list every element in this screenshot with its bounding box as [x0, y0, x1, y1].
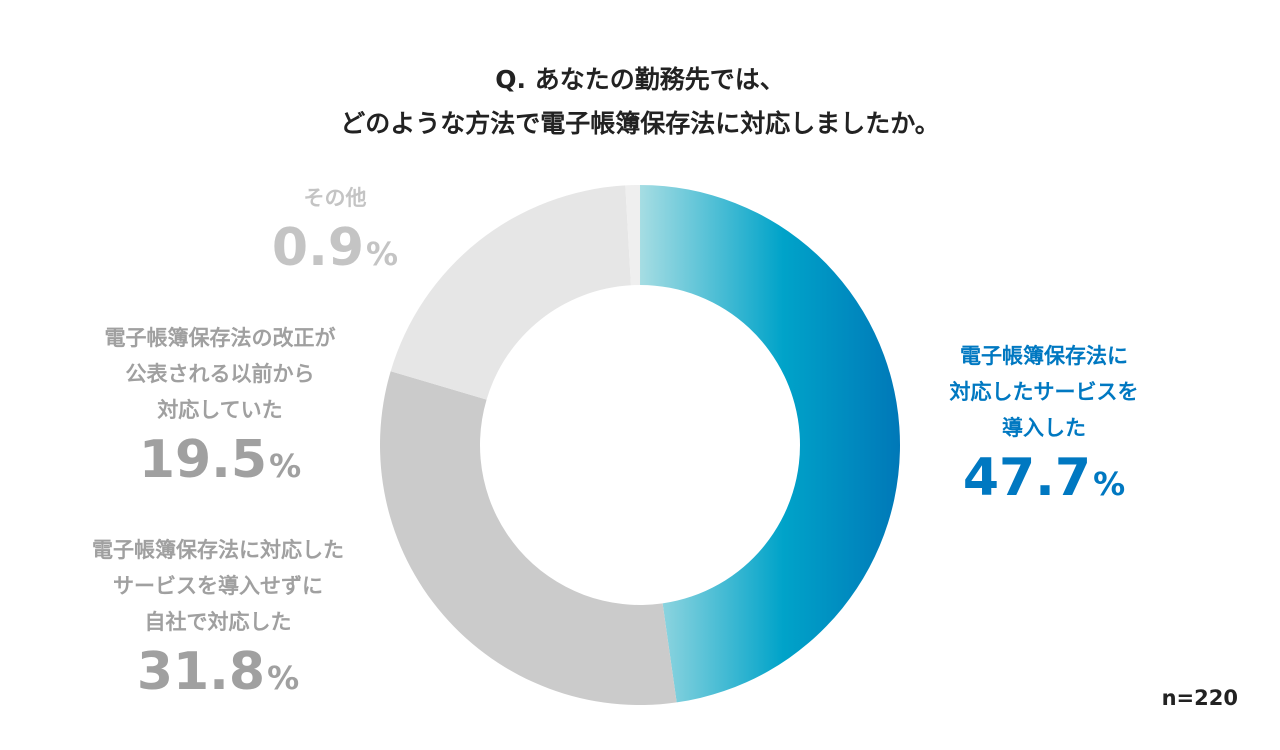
slice-label-service-line-3: 導入した	[1002, 416, 1086, 440]
slice-label-service-name: 電子帳簿保存法に 対応したサービスを 導入した	[910, 338, 1178, 446]
slice-label-inhouse-name: 電子帳簿保存法に対応した サービスを導入せずに 自社で対応した	[28, 532, 408, 640]
slice-value-before-number: 19.5	[138, 430, 268, 490]
slice-value-inhouse-unit: %	[267, 659, 300, 697]
slice-label-other: その他 0.9%	[230, 180, 440, 286]
slice-label-inhouse-line-1: 電子帳簿保存法に対応した	[92, 538, 344, 562]
sample-size: n=220	[1161, 686, 1238, 710]
slice-value-other: 0.9%	[230, 216, 440, 286]
chart-title-line-2: どのような方法で電子帳簿保存法に対応しましたか。	[340, 109, 940, 138]
donut-slice-other	[625, 185, 640, 286]
slice-label-before-name: 電子帳簿保存法の改正が 公表される以前から 対応していた	[40, 320, 400, 428]
slice-label-before-line-1: 電子帳簿保存法の改正が	[104, 326, 336, 350]
slice-value-other-number: 0.9	[271, 218, 365, 278]
slice-value-service-number: 47.7	[962, 448, 1092, 508]
slice-value-inhouse-number: 31.8	[136, 642, 266, 702]
slice-label-inhouse: 電子帳簿保存法に対応した サービスを導入せずに 自社で対応した 31.8%	[28, 532, 408, 710]
slice-value-service-unit: %	[1093, 465, 1126, 503]
slice-label-service: 電子帳簿保存法に 対応したサービスを 導入した 47.7%	[910, 338, 1178, 516]
slice-label-before-line-3: 対応していた	[157, 398, 283, 422]
slice-value-service: 47.7%	[910, 446, 1178, 516]
slice-label-service-line-2: 対応したサービスを	[949, 380, 1139, 404]
slice-value-before: 19.5%	[40, 428, 400, 498]
donut-slice-before	[390, 185, 631, 400]
slice-value-before-unit: %	[269, 447, 302, 485]
slice-label-service-line-1: 電子帳簿保存法に	[960, 344, 1128, 368]
slice-value-inhouse: 31.8%	[28, 640, 408, 710]
slice-label-inhouse-line-2: サービスを導入せずに	[113, 574, 323, 598]
chart-title: Q. あなたの勤務先では、 どのような方法で電子帳簿保存法に対応しましたか。	[0, 58, 1280, 146]
slice-label-other-name: その他	[230, 180, 440, 216]
slice-label-other-line-1: その他	[303, 186, 367, 210]
donut-slices	[380, 185, 901, 705]
slice-label-inhouse-line-3: 自社で対応した	[144, 610, 292, 634]
slice-value-other-unit: %	[366, 235, 399, 273]
slice-label-before: 電子帳簿保存法の改正が 公表される以前から 対応していた 19.5%	[40, 320, 400, 498]
chart-title-line-1: Q. あなたの勤務先では、	[495, 65, 785, 94]
donut-slice-inhouse	[380, 371, 677, 705]
slice-label-before-line-2: 公表される以前から	[125, 362, 315, 386]
donut-slice-service	[640, 185, 901, 703]
